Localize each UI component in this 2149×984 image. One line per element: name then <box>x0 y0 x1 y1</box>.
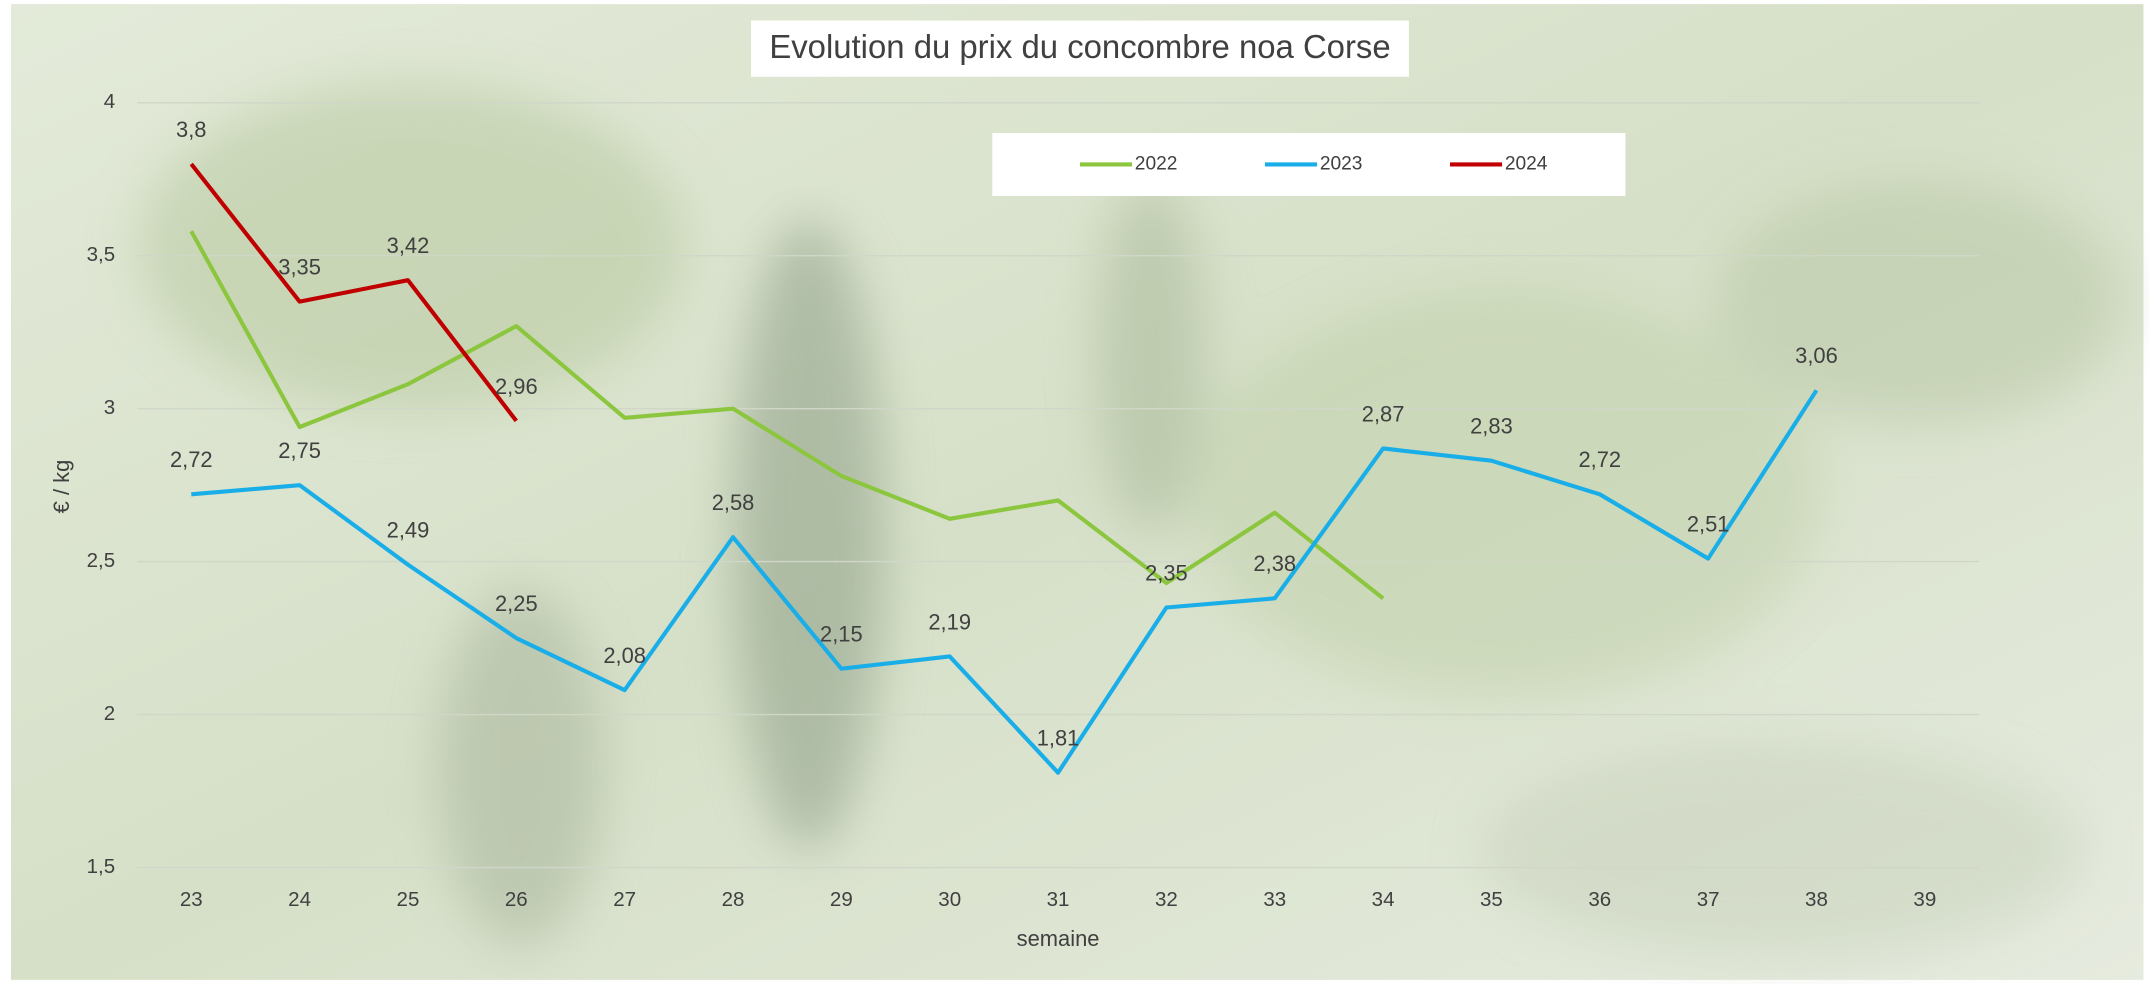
data-label: 2,15 <box>820 622 863 647</box>
legend-label: 2024 <box>1505 154 1548 175</box>
y-tick-label: 2 <box>104 702 115 725</box>
x-tick-label: 25 <box>397 888 420 911</box>
y-tick-label: 4 <box>104 90 115 113</box>
y-tick-label: 3 <box>104 396 115 419</box>
x-tick-label: 34 <box>1372 888 1395 911</box>
data-label: 2,25 <box>495 591 538 616</box>
x-tick-label: 38 <box>1805 888 1828 911</box>
data-label: 2,08 <box>603 643 646 668</box>
data-label: 2,83 <box>1470 414 1513 439</box>
y-tick-label: 1,5 <box>87 855 116 878</box>
data-label: 1,81 <box>1037 726 1080 751</box>
data-label: 2,51 <box>1687 511 1730 536</box>
data-label: 2,35 <box>1145 560 1188 585</box>
x-tick-label: 28 <box>722 888 745 911</box>
x-tick-label: 32 <box>1155 888 1178 911</box>
x-tick-label: 26 <box>505 888 528 911</box>
x-tick-label: 24 <box>288 888 311 911</box>
data-label: 2,96 <box>495 374 538 399</box>
x-tick-label: 37 <box>1697 888 1720 911</box>
x-tick-label: 29 <box>830 888 853 911</box>
data-label: 3,35 <box>278 255 321 280</box>
x-tick-label: 35 <box>1480 888 1503 911</box>
data-label: 2,38 <box>1253 551 1296 576</box>
x-tick-label: 23 <box>180 888 203 911</box>
x-tick-label: 30 <box>938 888 961 911</box>
x-tick-label: 27 <box>613 888 636 911</box>
page: Evolution du prix du concombre noa Corse… <box>0 0 2149 984</box>
data-label: 2,58 <box>712 490 755 515</box>
y-tick-label: 2,5 <box>87 549 116 572</box>
data-label: 3,8 <box>176 117 206 142</box>
x-tick-label: 33 <box>1263 888 1286 911</box>
x-axis-label: semaine <box>1017 926 1100 951</box>
data-label: 2,72 <box>170 447 213 472</box>
chart-title: Evolution du prix du concombre noa Corse <box>769 28 1390 65</box>
data-label: 3,42 <box>387 233 430 258</box>
legend-label: 2023 <box>1320 154 1363 175</box>
data-label: 2,19 <box>928 609 971 634</box>
y-axis-label: € / kg <box>49 460 74 514</box>
data-label: 2,72 <box>1578 447 1621 472</box>
x-tick-label: 39 <box>1913 888 1936 911</box>
legend-label: 2022 <box>1135 154 1178 175</box>
data-label: 2,75 <box>278 438 321 463</box>
data-label: 2,87 <box>1362 401 1405 426</box>
x-tick-label: 31 <box>1047 888 1070 911</box>
y-tick-label: 3,5 <box>87 243 116 266</box>
data-label: 3,06 <box>1795 343 1838 368</box>
chart: Evolution du prix du concombre noa Corse… <box>0 0 2149 984</box>
data-label: 2,49 <box>387 518 430 543</box>
x-tick-label: 36 <box>1588 888 1611 911</box>
